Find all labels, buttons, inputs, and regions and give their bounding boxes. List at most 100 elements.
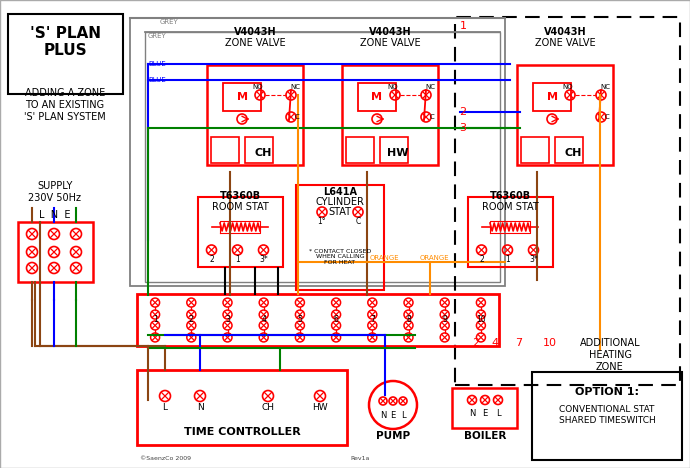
Text: 2: 2	[473, 338, 480, 348]
Text: STAT: STAT	[328, 207, 351, 217]
Text: C: C	[295, 114, 299, 120]
Text: NO: NO	[253, 84, 264, 90]
Text: Rev1a: Rev1a	[351, 456, 370, 461]
Text: L: L	[401, 410, 405, 419]
Text: * CONTACT CLOSED
WHEN CALLING
FOR HEAT: * CONTACT CLOSED WHEN CALLING FOR HEAT	[309, 249, 371, 265]
Text: SUPPLY
230V 50Hz: SUPPLY 230V 50Hz	[28, 181, 81, 203]
Text: 1: 1	[505, 256, 510, 264]
Text: GREY: GREY	[148, 33, 167, 39]
Text: 8: 8	[406, 315, 411, 324]
Text: 3: 3	[225, 315, 230, 324]
Text: NC: NC	[600, 84, 610, 90]
Bar	[358, 83, 396, 111]
Text: 1: 1	[235, 256, 240, 264]
Bar	[468, 197, 553, 267]
Text: CH: CH	[564, 148, 582, 158]
Text: NC: NC	[290, 84, 300, 90]
Text: L: L	[163, 403, 168, 412]
Bar	[517, 65, 613, 165]
Bar	[137, 370, 347, 445]
Bar	[342, 65, 438, 165]
Text: NO: NO	[562, 84, 573, 90]
Text: L641A: L641A	[323, 187, 357, 197]
Text: 4: 4	[262, 315, 266, 324]
Text: HW: HW	[312, 403, 328, 412]
Text: 5: 5	[297, 315, 302, 324]
Bar	[130, 18, 505, 286]
Text: 7: 7	[515, 338, 522, 348]
Text: T6360B: T6360B	[219, 191, 261, 201]
Text: 2: 2	[209, 256, 214, 264]
Text: 2: 2	[189, 315, 194, 324]
Bar	[380, 137, 408, 163]
Text: ADDITIONAL
HEATING
ZONE: ADDITIONAL HEATING ZONE	[580, 338, 640, 372]
Text: BOILER: BOILER	[464, 431, 506, 441]
Text: 10: 10	[543, 338, 557, 348]
Bar	[197, 197, 282, 267]
Bar	[207, 65, 303, 165]
Text: 2: 2	[479, 256, 484, 264]
Text: M: M	[237, 92, 248, 102]
Text: 7: 7	[370, 315, 375, 324]
Text: ROOM STAT: ROOM STAT	[212, 202, 268, 212]
Text: T6360B: T6360B	[489, 191, 531, 201]
Text: NO: NO	[388, 84, 398, 90]
Bar	[8, 14, 123, 94]
Text: C: C	[355, 218, 361, 227]
Bar	[223, 83, 261, 111]
Text: N: N	[197, 403, 204, 412]
Text: 1: 1	[152, 315, 157, 324]
Text: GREY: GREY	[160, 19, 179, 25]
Text: 1°: 1°	[317, 218, 326, 227]
Text: OPTION 1:: OPTION 1:	[575, 387, 639, 397]
Text: BLUE: BLUE	[148, 77, 166, 83]
Text: V4043H: V4043H	[544, 27, 586, 37]
Text: 9: 9	[442, 315, 447, 324]
Bar	[532, 372, 682, 460]
Text: HW: HW	[387, 148, 408, 158]
Bar	[521, 137, 549, 163]
Text: 4: 4	[491, 338, 499, 348]
Text: N: N	[469, 409, 475, 417]
Text: CONVENTIONAL STAT
SHARED TIMESWITCH: CONVENTIONAL STAT SHARED TIMESWITCH	[559, 405, 656, 424]
Text: ©SaenzCo 2009: ©SaenzCo 2009	[140, 456, 191, 461]
Bar	[245, 137, 273, 163]
Text: 'S' PLAN
PLUS: 'S' PLAN PLUS	[30, 26, 101, 58]
Text: ZONE VALVE: ZONE VALVE	[535, 38, 595, 48]
Text: ZONE VALVE: ZONE VALVE	[225, 38, 285, 48]
Text: 10: 10	[476, 315, 486, 324]
Text: E: E	[482, 409, 488, 417]
Text: L  N  E: L N E	[39, 210, 71, 220]
Text: ZONE VALVE: ZONE VALVE	[359, 38, 420, 48]
Bar	[346, 137, 374, 163]
Text: BLUE: BLUE	[148, 61, 166, 67]
Bar	[555, 137, 583, 163]
Bar	[452, 388, 517, 428]
Bar	[296, 184, 384, 290]
Text: N: N	[380, 410, 386, 419]
Text: V4043H: V4043H	[368, 27, 411, 37]
Text: ORANGE: ORANGE	[370, 255, 400, 261]
Bar	[533, 83, 571, 111]
Bar	[211, 137, 239, 163]
Text: V4043H: V4043H	[234, 27, 276, 37]
Text: 6: 6	[334, 315, 339, 324]
Text: C: C	[604, 114, 609, 120]
Text: 2: 2	[460, 107, 466, 117]
Text: ADDING A ZONE
TO AN EXISTING
'S' PLAN SYSTEM: ADDING A ZONE TO AN EXISTING 'S' PLAN SY…	[24, 88, 106, 122]
Text: ROOM STAT: ROOM STAT	[482, 202, 538, 212]
Text: CH: CH	[262, 403, 275, 412]
Bar	[18, 222, 93, 282]
Text: E: E	[391, 410, 395, 419]
Text: L: L	[495, 409, 500, 417]
Text: 3: 3	[460, 123, 466, 133]
Text: 3*: 3*	[529, 256, 538, 264]
Text: M: M	[546, 92, 558, 102]
Text: 3*: 3*	[259, 256, 268, 264]
Text: TIME CONTROLLER: TIME CONTROLLER	[184, 427, 300, 437]
Text: M: M	[371, 92, 382, 102]
Text: NC: NC	[425, 84, 435, 90]
Text: PUMP: PUMP	[376, 431, 410, 441]
Text: CYLINDER: CYLINDER	[315, 197, 364, 207]
Text: CH: CH	[255, 148, 272, 158]
